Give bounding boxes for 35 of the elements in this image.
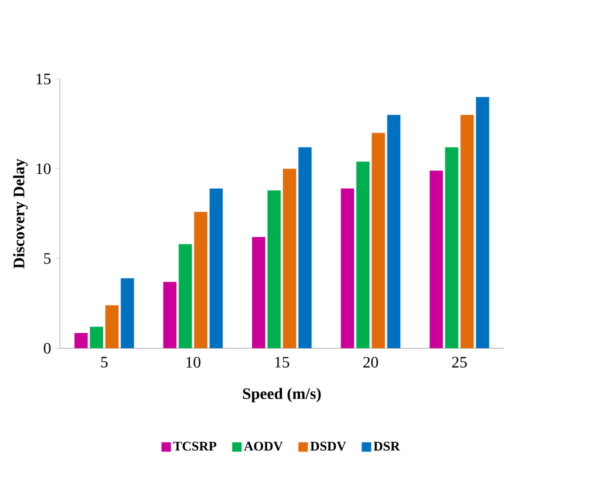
bar bbox=[387, 114, 400, 348]
bar bbox=[298, 147, 312, 348]
y-tick-label: 5 bbox=[44, 253, 51, 264]
x-axis-title: Speed (m/s) bbox=[243, 388, 321, 402]
x-tick-label: 20 bbox=[363, 356, 378, 368]
x-tick-label: 25 bbox=[452, 356, 467, 368]
bar bbox=[105, 305, 119, 348]
bar bbox=[372, 132, 385, 348]
bar bbox=[194, 212, 208, 348]
y-tick-label: 0 bbox=[44, 342, 51, 354]
bar bbox=[252, 236, 266, 348]
bar bbox=[445, 147, 458, 348]
legend-label: DSR bbox=[374, 442, 400, 451]
bar bbox=[282, 168, 296, 348]
bar bbox=[90, 326, 104, 348]
bar bbox=[210, 188, 223, 348]
bar bbox=[74, 332, 88, 348]
bar bbox=[356, 162, 370, 348]
bar bbox=[178, 244, 192, 348]
bar bbox=[120, 278, 134, 348]
legend-label: TCSRP bbox=[173, 442, 216, 451]
bar bbox=[476, 96, 490, 348]
x-tick-label: 10 bbox=[186, 356, 200, 368]
bar bbox=[430, 170, 443, 348]
bar bbox=[340, 188, 354, 348]
legend-label: AODV bbox=[244, 442, 283, 451]
bar bbox=[460, 114, 474, 348]
x-tick-label: 5 bbox=[101, 356, 108, 368]
legend-label: DSDV bbox=[310, 442, 346, 451]
bar bbox=[163, 282, 176, 348]
x-tick-label: 15 bbox=[275, 356, 290, 368]
y-tick-label: 15 bbox=[36, 74, 51, 84]
y-axis-title: Discovery Delay bbox=[13, 158, 28, 268]
y-tick-label: 10 bbox=[36, 163, 51, 174]
bar bbox=[267, 190, 281, 348]
